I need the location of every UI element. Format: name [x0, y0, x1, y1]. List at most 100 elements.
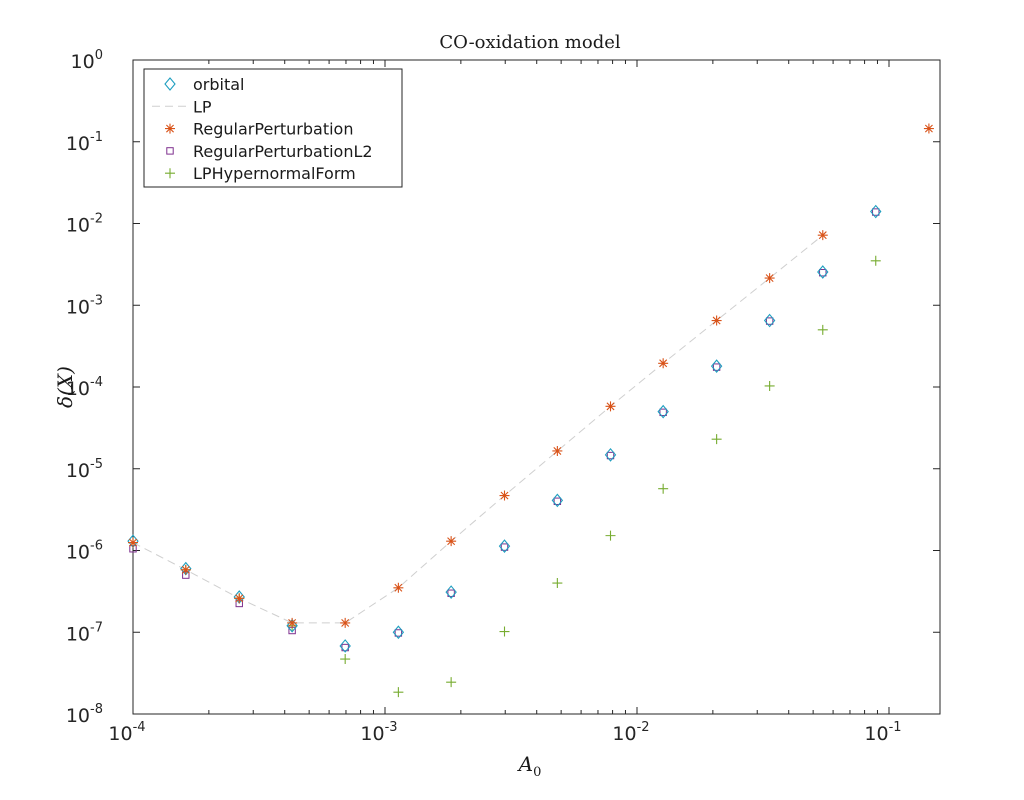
diamond-marker-shape: [604, 447, 617, 462]
diamond-data-point: [551, 493, 564, 508]
asterisk-data-point: [393, 582, 404, 593]
legend-swatch: [164, 77, 176, 91]
legend-entry: RegularPerturbation: [165, 120, 353, 139]
square-marker-shape: [553, 497, 562, 505]
y-tick-label-exponent: -8: [90, 702, 103, 717]
square-data-point: [553, 497, 562, 505]
x-tick-label: 10-1: [864, 720, 901, 745]
chart-title: CO-oxidation model: [439, 32, 620, 53]
asterisk-marker-shape: [711, 315, 722, 326]
square-data-point: [500, 543, 509, 551]
diamond-data-point: [870, 204, 882, 219]
x-tick-label: 10-2: [612, 720, 649, 745]
diamond-data-point: [498, 539, 511, 554]
series-RegularPerturbationL2-markers: [129, 208, 880, 652]
square-data-point: [447, 589, 455, 597]
square-data-point: [394, 629, 403, 637]
x-tick-label: 10-4: [108, 720, 145, 745]
asterisk-marker-shape: [658, 358, 669, 369]
diamond-data-point: [392, 625, 405, 640]
axis-ticks: 10-4 10-3 10-2 10-110010-110-210-310-410-51…: [66, 48, 940, 745]
legend-entry: orbital: [164, 75, 245, 94]
y-tick-label: 10-7: [66, 620, 103, 645]
x-axis-label: A0: [517, 752, 542, 780]
asterisk-data-point: [180, 564, 191, 575]
y-tick-label: 10-1: [66, 130, 103, 155]
diamond-data-point: [445, 585, 457, 599]
asterisk-data-point: [340, 617, 351, 628]
diamond-marker-shape: [445, 585, 457, 599]
y-tick-label-base: 10: [71, 51, 95, 73]
square-data-point: [819, 269, 827, 277]
plus-data-point: [340, 654, 351, 665]
y-tick-label-base: 10: [66, 133, 90, 155]
asterisk-data-point: [499, 490, 510, 501]
legend-box: [143, 68, 403, 188]
diamond-data-point: [817, 265, 829, 279]
y-tick-label-exponent: -7: [90, 620, 103, 635]
diamond-marker-shape: [870, 204, 882, 219]
asterisk-data-point: [764, 273, 775, 284]
y-axis-label: δ(X): [53, 366, 77, 408]
square-marker-shape: [394, 629, 403, 637]
y-tick-label-exponent: -4: [90, 375, 103, 390]
square-marker-shape: [712, 363, 721, 371]
legend-items: orbital LP RegularPerturbation RegularPertu…: [152, 75, 373, 183]
plus-data-point: [393, 687, 404, 698]
legend-label: RegularPerturbationL2: [193, 142, 373, 161]
plus-data-point: [605, 530, 616, 541]
asterisk-marker-shape: [817, 230, 828, 241]
square-marker-shape: [447, 589, 455, 597]
x-tick-label-base: 10: [612, 723, 636, 745]
y-tick-label: 10-5: [66, 457, 103, 482]
y-tick-label-base: 10: [66, 378, 90, 400]
diamond-marker-shape: [164, 77, 176, 91]
asterisk-data-point: [234, 593, 245, 604]
asterisk-marker-shape: [446, 536, 457, 547]
x-axis-label-subscript: 0: [533, 765, 541, 780]
legend-swatch: [165, 168, 175, 179]
plus-data-point: [817, 324, 828, 335]
y-tick-label-base: 10: [66, 215, 90, 237]
y-tick-label-base: 10: [66, 542, 90, 564]
asterisk-marker-shape: [393, 582, 404, 593]
diamond-marker-shape: [286, 618, 298, 633]
diamond-marker-shape: [392, 625, 405, 640]
asterisk-marker-shape: [340, 617, 351, 628]
asterisk-data-point: [552, 445, 563, 456]
asterisk-data-point: [817, 230, 828, 241]
plus-marker-shape: [446, 677, 457, 688]
square-data-point: [606, 451, 615, 460]
y-tick-label-exponent: -1: [90, 130, 103, 145]
plus-marker-shape: [711, 434, 722, 445]
asterisk-marker-shape: [605, 401, 616, 412]
asterisk-marker-shape: [165, 123, 175, 134]
plus-data-point: [711, 434, 722, 445]
diamond-marker-shape: [498, 539, 511, 554]
diamond-data-point: [604, 447, 617, 462]
square-data-point: [872, 208, 880, 216]
diamond-marker-shape: [763, 313, 776, 328]
y-tick-label-base: 10: [66, 296, 90, 318]
legend-swatch: [166, 147, 174, 155]
legend-entry: LP: [152, 97, 212, 116]
x-tick-label-exponent: -3: [385, 720, 398, 735]
y-tick-label-exponent: -5: [90, 457, 103, 472]
x-tick-label: 10-3: [360, 720, 397, 745]
diamond-data-point: [657, 404, 669, 419]
x-axis-label-main: A: [517, 752, 533, 776]
asterisk-marker-shape: [180, 564, 191, 575]
plus-marker-shape: [605, 530, 616, 541]
legend-swatch: [165, 123, 175, 134]
plus-marker-shape: [658, 483, 669, 494]
diamond-marker-shape: [339, 639, 351, 653]
asterisk-data-point: [605, 401, 616, 412]
plus-data-point: [764, 380, 775, 391]
y-tick-label-base: 10: [66, 705, 90, 727]
plus-marker-shape: [870, 255, 881, 266]
diamond-marker-shape: [817, 265, 829, 279]
y-tick-label: 10-4: [66, 375, 103, 400]
y-tick-label-exponent: -2: [90, 212, 103, 227]
y-tick-label-exponent: -6: [90, 539, 103, 554]
